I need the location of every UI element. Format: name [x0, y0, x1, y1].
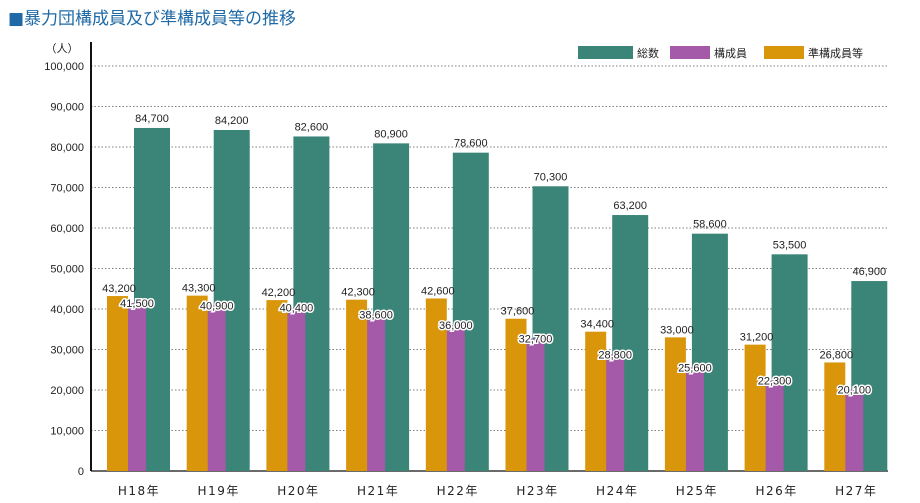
legend-swatch	[764, 46, 804, 59]
data-label-total: 80,900	[374, 128, 408, 140]
y-tick-label: 50,000	[50, 264, 84, 276]
bar-members	[127, 302, 146, 471]
legend-label: 準構成員等	[808, 46, 863, 60]
data-label-members: 36,000	[439, 320, 473, 332]
data-label-associates: 26,800	[819, 349, 853, 361]
x-tick-label: H19年	[198, 484, 240, 498]
y-tick-label: 70,000	[50, 183, 84, 195]
data-label-total: 82,600	[295, 121, 329, 133]
x-tick-label: H24年	[596, 484, 638, 498]
legend-swatch	[670, 46, 710, 59]
bar-associates	[744, 344, 766, 471]
data-label-total: 84,200	[215, 115, 249, 127]
data-label-total: 63,200	[613, 200, 647, 212]
bar-associates	[107, 296, 128, 471]
x-tick-label: H18年	[118, 484, 160, 498]
bar-members	[525, 338, 545, 471]
y-tick-label: 20,000	[50, 385, 84, 397]
chart-title: ■暴力団構成員及び準構成員等の推移	[8, 9, 297, 29]
data-label-associates: 37,600	[501, 306, 535, 318]
data-label-members: 25,600	[678, 362, 712, 374]
bar-members	[366, 314, 386, 471]
bar-members	[206, 305, 226, 471]
data-label-total: 70,300	[534, 171, 568, 183]
legend-label: 総数	[637, 46, 659, 60]
data-label-associates: 42,200	[262, 287, 296, 299]
y-tick-label: 30,000	[50, 345, 84, 357]
data-label-associates: 42,300	[341, 287, 375, 299]
data-label-associates: 31,200	[740, 332, 774, 344]
y-tick-label: 80,000	[50, 142, 84, 154]
bar-associates	[505, 318, 527, 471]
data-label-members: 41,500	[120, 298, 154, 310]
y-axis-unit-label: （人）	[46, 42, 79, 55]
data-label-total: 53,500	[773, 239, 807, 251]
y-tick-label: 100,000	[44, 61, 84, 73]
x-tick-label: H25年	[676, 484, 718, 498]
bar-members	[844, 389, 864, 471]
bar-associates	[425, 298, 447, 471]
data-label-associates: 43,200	[102, 283, 136, 295]
bar-members	[684, 367, 704, 471]
data-label-total: 58,600	[693, 219, 727, 231]
legend-swatch	[578, 46, 633, 59]
x-tick-label: H20年	[277, 484, 319, 498]
data-label-members: 40,400	[280, 302, 314, 314]
data-label-associates: 42,600	[421, 285, 455, 297]
bar-members	[605, 354, 625, 471]
bar-associates	[824, 362, 846, 471]
data-label-associates: 33,000	[660, 324, 694, 336]
data-label-members: 22,300	[758, 376, 792, 388]
bar-members	[286, 307, 306, 471]
data-label-members: 38,600	[359, 310, 393, 322]
x-tick-label: H26年	[755, 484, 797, 498]
data-label-associates: 43,300	[182, 283, 216, 295]
data-label-associates: 34,400	[580, 319, 614, 331]
bar-associates	[585, 331, 607, 471]
x-tick-label: H21年	[357, 484, 399, 498]
y-tick-label: 0	[78, 466, 84, 478]
x-tick-label: H23年	[516, 484, 558, 498]
data-label-members: 20,100	[837, 385, 871, 397]
y-tick-label: 40,000	[50, 304, 84, 316]
y-tick-label: 10,000	[50, 426, 84, 438]
x-tick-label: H22年	[437, 484, 479, 498]
legend-label: 構成員	[714, 47, 747, 60]
bar-associates	[266, 300, 288, 471]
y-tick-label: 60,000	[50, 223, 84, 235]
y-tick-label: 90,000	[50, 102, 84, 114]
bar-associates	[346, 299, 368, 471]
data-label-total: 78,600	[454, 138, 488, 150]
data-label-members: 40,900	[200, 300, 234, 312]
data-label-members: 28,800	[598, 349, 632, 361]
x-tick-label: H27年	[835, 484, 877, 498]
bar-associates	[664, 337, 686, 471]
bar-associates	[186, 295, 208, 471]
bar-members	[764, 380, 784, 471]
data-label-members: 32,700	[519, 334, 553, 346]
data-label-total: 46,900	[852, 266, 886, 278]
data-label-total: 84,700	[135, 113, 169, 125]
bar-members	[445, 325, 465, 471]
